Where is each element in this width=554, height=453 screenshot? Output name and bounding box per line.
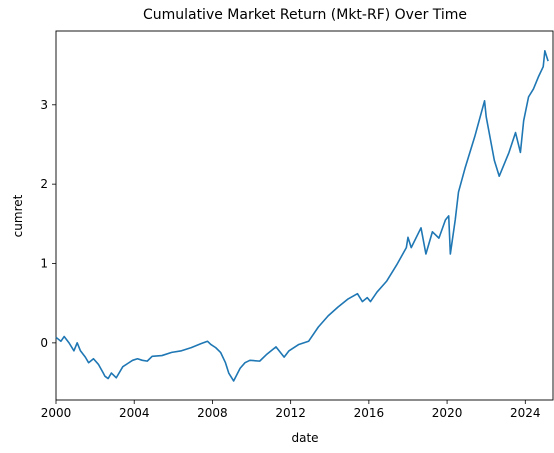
x-axis: 2000 2004 2008 2012 2016 2020 2024 — [41, 400, 541, 420]
x-axis-label: date — [291, 431, 318, 445]
plot-area-frame — [55, 30, 554, 401]
x-tick-label: 2020 — [432, 406, 463, 420]
y-axis: 0 1 2 3 — [40, 98, 56, 350]
x-tick-label: 2004 — [119, 406, 150, 420]
y-tick-label: 1 — [40, 257, 48, 271]
x-tick-label: 2016 — [354, 406, 385, 420]
y-tick-label: 2 — [40, 177, 48, 191]
x-tick-label: 2008 — [197, 406, 228, 420]
x-tick-label: 2024 — [510, 406, 541, 420]
x-tick-label: 2000 — [41, 406, 72, 420]
cumret-series-line — [55, 50, 549, 382]
y-tick-label: 0 — [40, 336, 48, 350]
y-tick-label: 3 — [40, 98, 48, 112]
x-tick-label: 2012 — [275, 406, 306, 420]
y-axis-label: cumret — [11, 194, 25, 237]
chart-title: Cumulative Market Return (Mkt-RF) Over T… — [143, 7, 467, 23]
